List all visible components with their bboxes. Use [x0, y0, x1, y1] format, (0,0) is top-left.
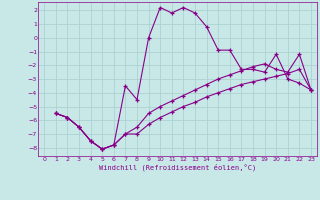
X-axis label: Windchill (Refroidissement éolien,°C): Windchill (Refroidissement éolien,°C) — [99, 164, 256, 171]
